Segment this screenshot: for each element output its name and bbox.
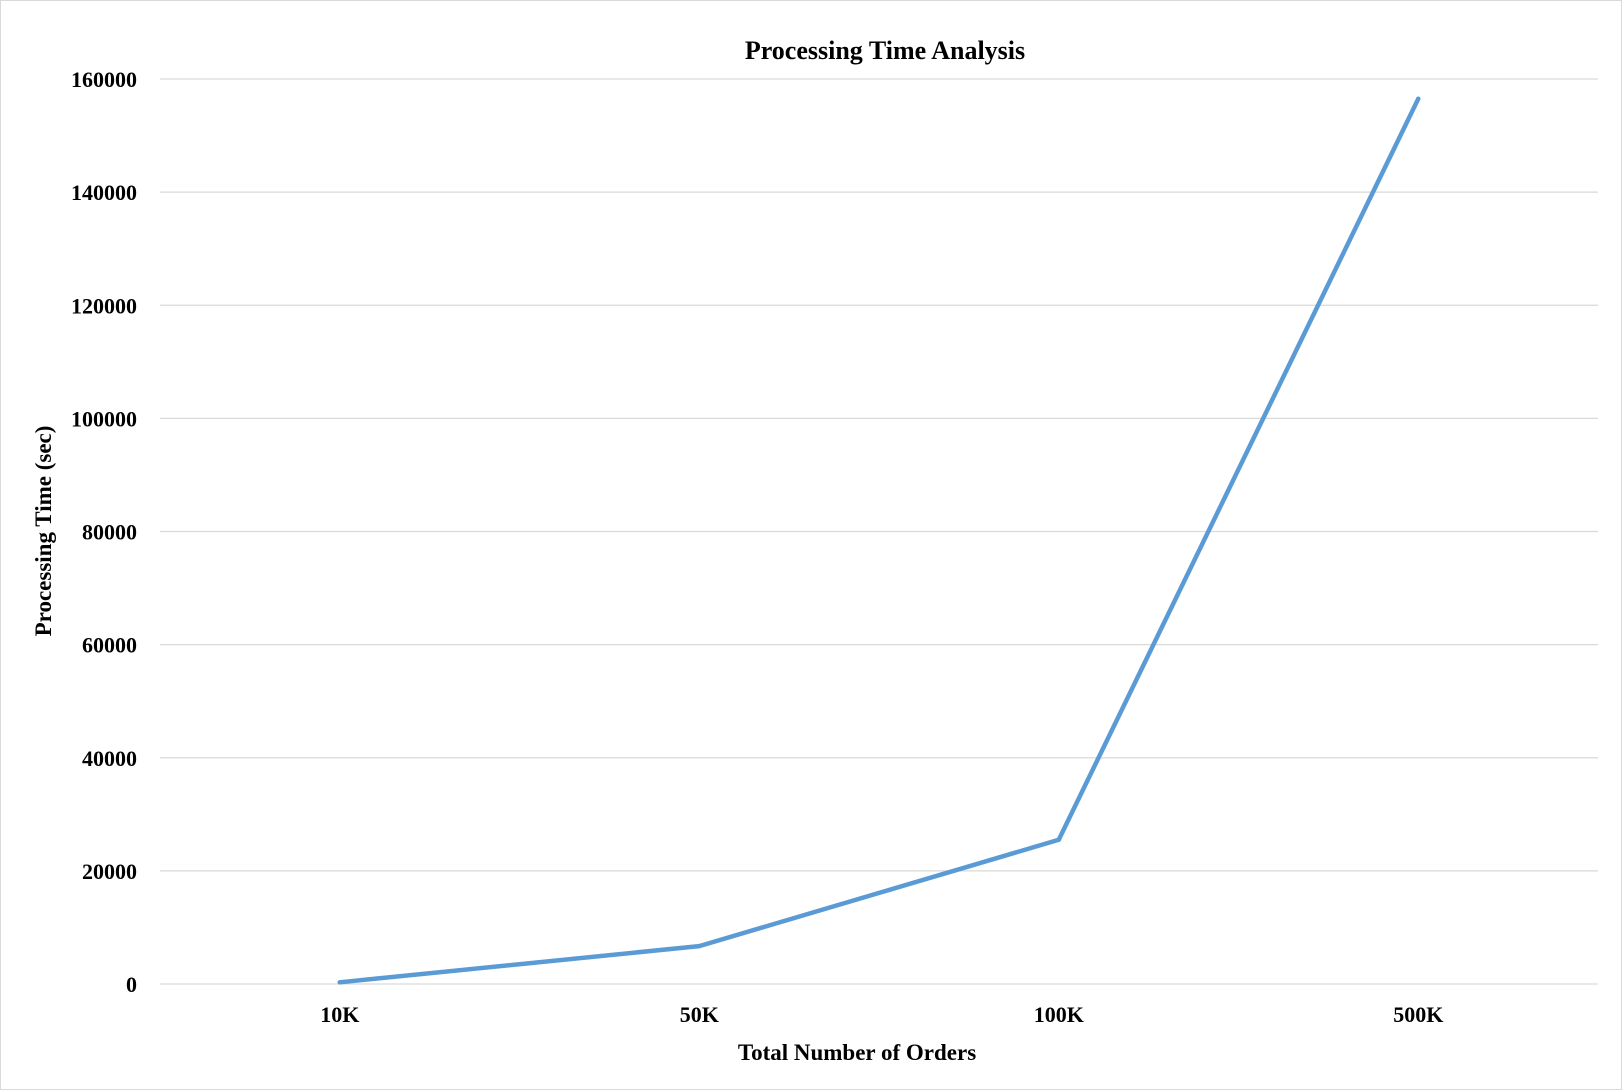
x-tick-label: 50K [680,1002,719,1027]
data-point [337,980,342,985]
y-tick-label: 60000 [82,633,137,658]
x-tick-label: 500K [1393,1002,1443,1027]
data-point [1416,96,1421,101]
y-tick-label: 20000 [82,859,137,884]
x-axis-label: Total Number of Orders [738,1040,976,1065]
data-point [697,943,702,949]
chart-title: Processing Time Analysis [745,36,1025,65]
y-axis-label: Processing Time (sec) [31,426,56,637]
y-axis-ticks: 0 20000 40000 60000 80000 100000 120000 140000 1… [71,67,137,997]
y-tick-label: 120000 [71,293,137,318]
series-line [337,96,1421,985]
y-tick-label: 80000 [82,520,137,545]
y-tick-label: 160000 [71,67,137,92]
y-tick-label: 140000 [71,180,137,205]
y-tick-label: 100000 [71,406,137,431]
x-axis-ticks: 10K 50K 100K 500K [320,1002,1443,1027]
series-lines [337,96,1421,985]
data-point [1056,837,1061,842]
y-tick-label: 40000 [82,746,137,771]
x-tick-label: 100K [1034,1002,1084,1027]
y-tick-label: 0 [126,972,137,997]
gridlines [160,78,1598,985]
x-tick-label: 10K [320,1002,359,1027]
